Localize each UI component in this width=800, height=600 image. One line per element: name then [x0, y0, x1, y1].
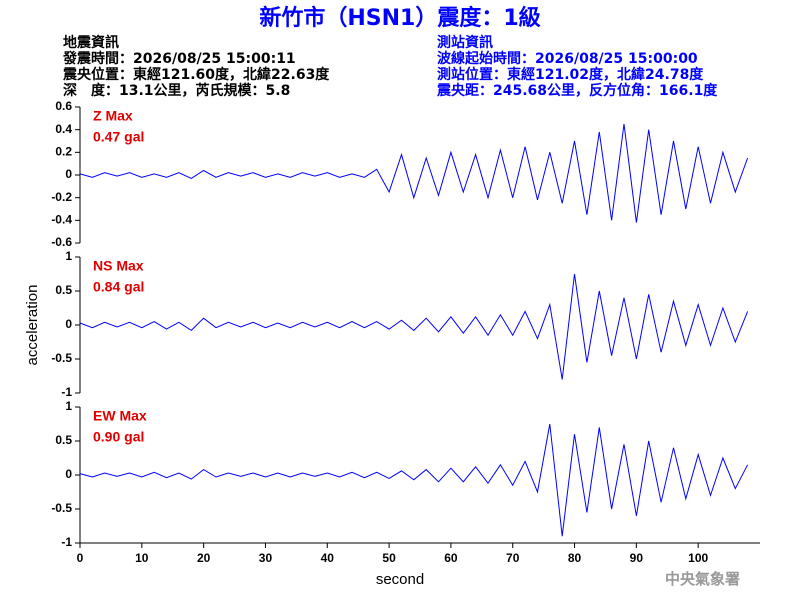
info-text: 測站資訊 [437, 34, 493, 51]
y-tick-label: 0 [65, 167, 72, 181]
max-annotation: 0.90 gal [93, 429, 144, 445]
y-tick-label: -1 [61, 385, 72, 399]
footer: 中央氣象署 [665, 570, 740, 588]
y-tick-label: -0.6 [51, 235, 72, 249]
x-tick-label: 30 [259, 551, 273, 565]
y-tick-label: 0.4 [55, 122, 72, 136]
max-annotation: 0.84 gal [93, 279, 144, 295]
x-axis-label: second [376, 571, 424, 588]
y-tick-label: 0.6 [55, 99, 72, 113]
info-text: 波線起始時間：2026/08/25 15:00:00 [437, 50, 698, 67]
x-tick-label: 80 [568, 551, 582, 565]
y-tick-label: 0.2 [55, 145, 72, 159]
x-tick-label: 40 [321, 551, 335, 565]
x-tick-label: 10 [135, 551, 149, 565]
chart-title: 新竹市（HSN1）震度：1級 [259, 5, 540, 31]
y-tick-label: -1 [61, 535, 72, 549]
y-tick-label: 1 [65, 399, 72, 413]
series-name: Z Max [93, 108, 133, 124]
y-tick-label: 0.5 [55, 283, 72, 297]
x-tick-label: 60 [444, 551, 458, 565]
x-tick-label: 70 [506, 551, 520, 565]
x-tick-label: 0 [77, 551, 84, 565]
x-tick-label: 90 [630, 551, 644, 565]
info-text: 震央位置：東經121.60度，北緯22.63度 [62, 66, 330, 83]
y-tick-label: 1 [65, 249, 72, 263]
max-annotation: 0.47 gal [93, 129, 144, 145]
info-text: 深 度：13.1公里，芮氏規模：5.8 [63, 82, 290, 99]
info-text: 發震時間：2026/08/25 15:00:11 [62, 50, 296, 67]
info-text: 地震資訊 [63, 34, 119, 51]
info-text: 測站位置：東經121.02度，北緯24.78度 [437, 66, 704, 83]
waveform [79, 423, 749, 537]
y-tick-label: 0.5 [55, 433, 72, 447]
y-tick-label: -0.2 [51, 190, 72, 204]
y-tick-label: 0 [65, 317, 72, 331]
series-name: EW Max [93, 408, 147, 424]
y-tick-label: -0.4 [51, 213, 72, 227]
y-tick-label: 0 [65, 467, 72, 481]
y-axis-label: acceleration [24, 285, 41, 366]
x-tick-label: 50 [382, 551, 396, 565]
y-tick-label: -0.5 [51, 351, 72, 365]
y-tick-label: -0.5 [51, 501, 72, 515]
x-tick-label: 100 [688, 551, 708, 565]
waveform [79, 123, 749, 223]
info-text: 震央距：245.68公里，反方位角：166.1度 [436, 82, 718, 99]
series-name: NS Max [93, 258, 144, 274]
x-tick-label: 20 [197, 551, 211, 565]
waveform [79, 273, 749, 380]
